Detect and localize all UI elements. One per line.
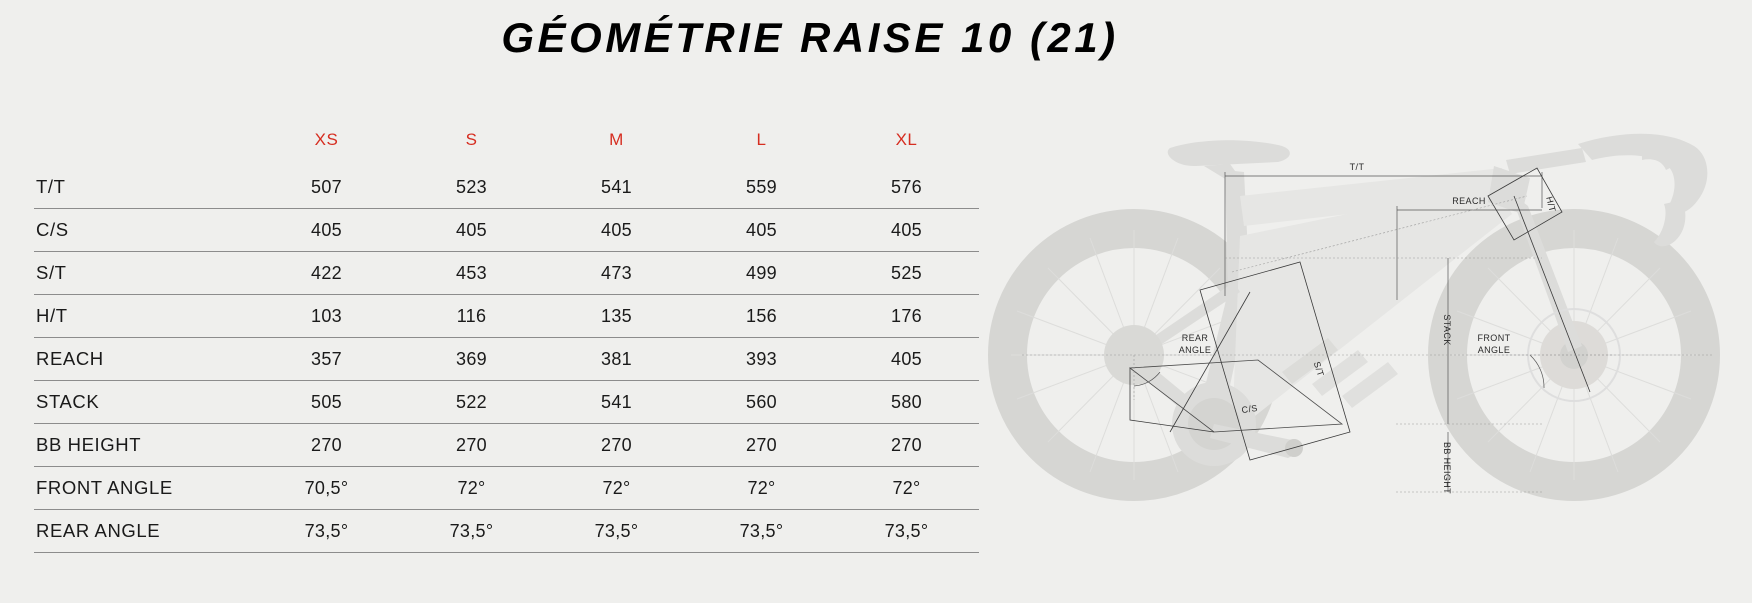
cell-bb-height-l: 270	[689, 423, 834, 467]
cell-front-angle-xl: 72°	[834, 466, 979, 510]
cell-cs-xl: 405	[834, 208, 979, 252]
diagram-label-front-angle-line2: ANGLE	[1478, 345, 1511, 355]
bicycle-illustration	[988, 133, 1720, 501]
cell-bb-height-s: 270	[399, 423, 544, 467]
row-label-rear-angle: REAR ANGLE	[34, 509, 254, 553]
cell-bb-height-xl: 270	[834, 423, 979, 467]
diagram-label-st: S/T	[1312, 360, 1326, 378]
cell-rear-angle-xs: 73,5°	[254, 509, 399, 553]
cell-st-m: 473	[544, 251, 689, 295]
cell-ht-s: 116	[399, 294, 544, 338]
row-label-stack: STACK	[34, 380, 254, 424]
cell-tt-xs: 507	[254, 166, 399, 209]
header-size-l: L	[756, 130, 767, 149]
cell-cs-s: 405	[399, 208, 544, 252]
table-row: STACK 505 522 541 560 580	[34, 380, 979, 424]
cell-tt-s: 523	[399, 166, 544, 209]
cell-stack-m: 541	[544, 380, 689, 424]
row-label-front-angle: FRONT ANGLE	[34, 466, 254, 510]
table-row: T/T 507 523 541 559 576	[34, 166, 979, 209]
cell-st-xs: 422	[254, 251, 399, 295]
header-measure-label	[34, 130, 254, 166]
header-size-m: M	[609, 130, 624, 149]
table-row: REACH 357 369 381 393 405	[34, 337, 979, 381]
table-row: BB HEIGHT 270 270 270 270 270	[34, 423, 979, 467]
cell-stack-xs: 505	[254, 380, 399, 424]
diagram-label-front-angle-line1: FRONT	[1478, 333, 1511, 343]
cell-st-xl: 525	[834, 251, 979, 295]
cell-cs-l: 405	[689, 208, 834, 252]
cell-st-s: 453	[399, 251, 544, 295]
cell-ht-l: 156	[689, 294, 834, 338]
diagram-label-rear-angle-line2: ANGLE	[1179, 345, 1212, 355]
cell-reach-s: 369	[399, 337, 544, 381]
cell-tt-l: 559	[689, 166, 834, 209]
geometry-table: XS S M L XL T/T 507 523 541 559 576 C/S …	[34, 130, 979, 553]
diagram-label-tt: T/T	[1350, 162, 1365, 172]
geometry-overlay	[1022, 167, 1712, 493]
cell-rear-angle-xl: 73,5°	[834, 509, 979, 553]
cell-rear-angle-m: 73,5°	[544, 509, 689, 553]
row-label-cs: C/S	[34, 208, 254, 252]
cell-tt-m: 541	[544, 166, 689, 209]
header-size-s: S	[465, 130, 478, 149]
table-header: XS S M L XL	[34, 130, 979, 166]
bike-geometry-diagram: T/T REACH H/T S/T STACK BB HEIGHT C/S RE…	[982, 0, 1752, 603]
header-row: XS S M L XL	[34, 130, 979, 166]
cell-ht-m: 135	[544, 294, 689, 338]
header-size-xl: XL	[895, 130, 918, 149]
cell-reach-xl: 405	[834, 337, 979, 381]
cell-front-angle-xs: 70,5°	[254, 466, 399, 510]
row-label-bb-height: BB HEIGHT	[34, 423, 254, 467]
cell-stack-xl: 580	[834, 380, 979, 424]
cell-rear-angle-s: 73,5°	[399, 509, 544, 553]
cell-bb-height-m: 270	[544, 423, 689, 467]
cell-tt-xl: 576	[834, 166, 979, 209]
table-row: REAR ANGLE 73,5° 73,5° 73,5° 73,5° 73,5°	[34, 509, 979, 553]
row-label-ht: H/T	[34, 294, 254, 338]
row-label-reach: REACH	[34, 337, 254, 381]
diagram-label-bb-height: BB HEIGHT	[1442, 442, 1452, 494]
diagram-label-rear-angle-line1: REAR	[1182, 333, 1209, 343]
table-row: S/T 422 453 473 499 525	[34, 251, 979, 295]
cell-reach-m: 381	[544, 337, 689, 381]
row-label-st: S/T	[34, 251, 254, 295]
table-row: C/S 405 405 405 405 405	[34, 208, 979, 252]
cell-rear-angle-l: 73,5°	[689, 509, 834, 553]
cell-front-angle-s: 72°	[399, 466, 544, 510]
cell-front-angle-m: 72°	[544, 466, 689, 510]
cell-front-angle-l: 72°	[689, 466, 834, 510]
cell-ht-xs: 103	[254, 294, 399, 338]
geometry-table-container: XS S M L XL T/T 507 523 541 559 576 C/S …	[34, 130, 979, 553]
cell-reach-l: 393	[689, 337, 834, 381]
table-row: FRONT ANGLE 70,5° 72° 72° 72° 72°	[34, 466, 979, 510]
page-title: GÉOMÉTRIE RAISE 10 (21)	[501, 14, 1119, 61]
diagram-label-reach: REACH	[1452, 196, 1486, 206]
cell-reach-xs: 357	[254, 337, 399, 381]
diagram-label-cs: C/S	[1241, 403, 1258, 415]
cell-cs-m: 405	[544, 208, 689, 252]
header-size-xs: XS	[314, 130, 339, 149]
cell-cs-xs: 405	[254, 208, 399, 252]
cell-stack-l: 560	[689, 380, 834, 424]
table-body: T/T 507 523 541 559 576 C/S 405 405 405 …	[34, 166, 979, 553]
diagram-label-ht: H/T	[1544, 195, 1558, 213]
table-row: H/T 103 116 135 156 176	[34, 294, 979, 338]
cell-ht-xl: 176	[834, 294, 979, 338]
cell-stack-s: 522	[399, 380, 544, 424]
row-label-tt: T/T	[34, 166, 254, 209]
diagram-label-stack: STACK	[1442, 314, 1452, 345]
cell-st-l: 499	[689, 251, 834, 295]
cell-bb-height-xs: 270	[254, 423, 399, 467]
